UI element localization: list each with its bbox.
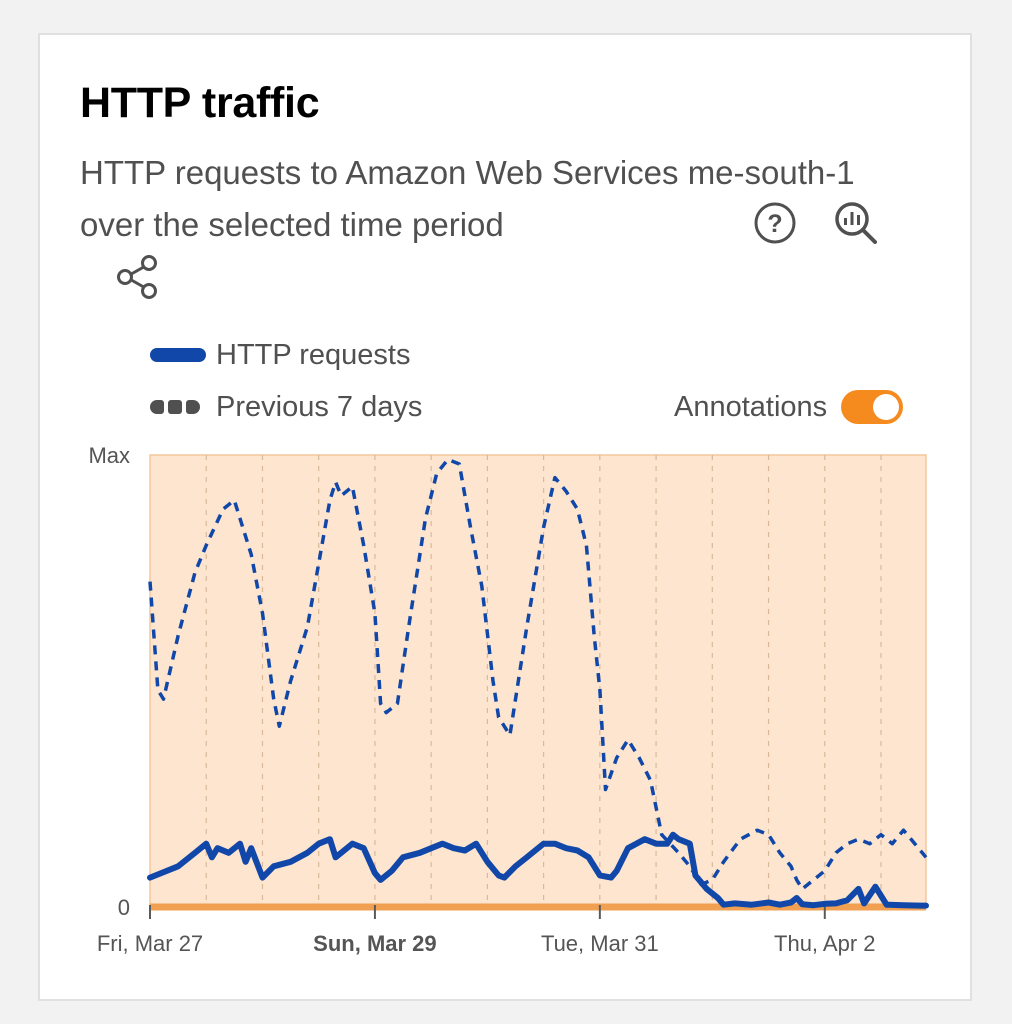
series-line-previous-7-days <box>148 457 928 891</box>
card-title: HTTP traffic <box>80 79 320 127</box>
y-tick-label-zero: 0 <box>118 895 130 920</box>
legend-swatch-solid <box>150 348 206 362</box>
card-description: HTTP requests to Amazon Web Services me-… <box>80 154 855 243</box>
x-tick-label: Fri, Mar 27 <box>97 931 203 956</box>
x-tick-label: Tue, Mar 31 <box>541 931 659 956</box>
y-tick-label-max: Max <box>88 443 130 468</box>
share-icon[interactable] <box>114 253 162 301</box>
annotation-band <box>149 454 927 908</box>
help-circle-icon[interactable]: ? <box>752 200 798 246</box>
legend-item-previous-7-days[interactable]: Previous 7 days <box>150 387 422 427</box>
http-traffic-card: HTTP traffic HTTP requests to Amazon Web… <box>38 33 972 1001</box>
annotations-label: Annotations <box>674 390 828 423</box>
toggle-switch[interactable] <box>841 390 904 424</box>
legend-label-previous: Previous 7 days <box>216 390 423 423</box>
x-tick-label: Thu, Apr 2 <box>774 931 876 956</box>
x-tick-label: Sun, Mar 29 <box>313 931 436 956</box>
zoom-chart-icon[interactable] <box>832 199 880 247</box>
legend-label-current: HTTP requests <box>216 338 411 371</box>
series-line-http-requests <box>147 831 929 909</box>
traffic-line-chart: 0 Max Fri, Mar 27 Sun, Mar 29 Tue, Mar 31 Thu… <box>88 443 929 956</box>
legend-item-http-requests[interactable]: HTTP requests <box>150 335 410 375</box>
svg-text:?: ? <box>767 210 782 238</box>
legend-swatch-dashed <box>150 400 206 414</box>
toggle-knob <box>873 394 900 420</box>
annotations-toggle[interactable]: Annotations <box>674 387 904 427</box>
